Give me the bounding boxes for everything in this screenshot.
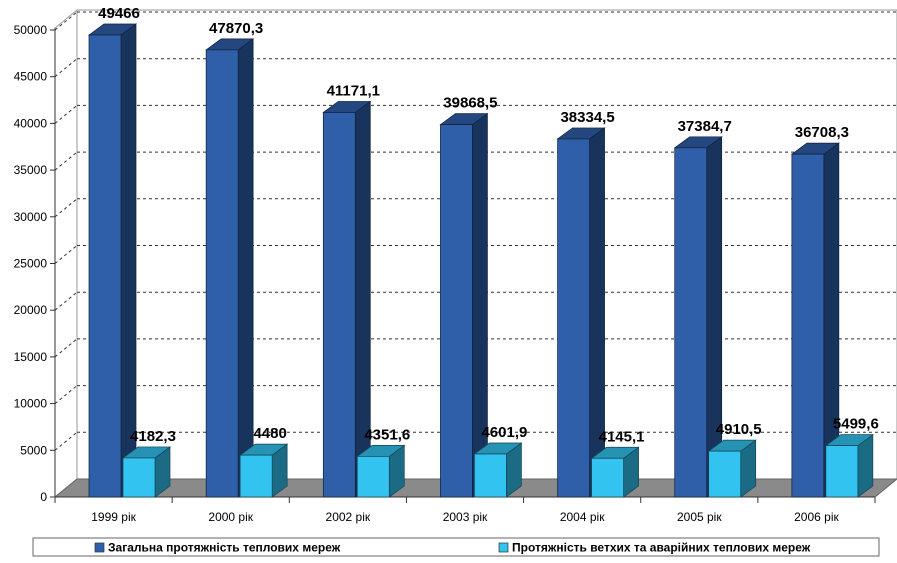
bar-2 — [239, 443, 289, 498]
legend-label: Загальна протяжність теплових мереж — [108, 541, 341, 555]
x-tick-label: 1999 рік — [91, 510, 136, 524]
bar-2 — [473, 442, 523, 498]
y-tick-label: 20000 — [14, 303, 48, 317]
data-label: 4182,3 — [130, 428, 176, 445]
grid-line-side — [54, 198, 78, 218]
legend-item: Загальна протяжність теплових мереж — [94, 541, 341, 555]
data-label: 49466 — [98, 5, 140, 22]
y-tick-label: 0 — [40, 490, 47, 504]
y-tick-label: 35000 — [14, 163, 48, 177]
grid-line-side — [54, 431, 78, 451]
grid-line-side — [54, 338, 78, 358]
x-tick-label: 2003 рік — [443, 510, 488, 524]
grid-line-side — [54, 105, 78, 124]
grid-line-side — [54, 291, 78, 311]
legend-box — [32, 537, 880, 557]
grid-line-side — [54, 58, 78, 78]
data-label: 4910,5 — [716, 421, 762, 438]
bar-1 — [556, 127, 606, 498]
bar-2 — [707, 439, 757, 498]
x-tick-label: 2006 рік — [794, 510, 839, 524]
bar-1 — [673, 136, 723, 498]
bar-2 — [824, 433, 874, 498]
data-label: 4145,1 — [599, 428, 645, 445]
y-tick-label: 45000 — [14, 70, 48, 84]
y-tick-label: 10000 — [14, 397, 48, 411]
x-axis: 1999 рік 2000 рік 2002 рік 2003 рік 2004 рік… — [54, 497, 876, 524]
bar-1 — [790, 142, 840, 498]
legend-label: Протяжність ветхих та аварійних теплових… — [512, 541, 811, 555]
data-label: 47870,3 — [209, 20, 263, 37]
data-label: 38334,5 — [560, 109, 614, 126]
legend-item: Протяжність ветхих та аварійних теплових… — [498, 541, 811, 555]
y-tick-label: 25000 — [14, 257, 48, 271]
bar-2 — [121, 446, 172, 498]
grid-line-side — [54, 245, 78, 264]
data-label: 4351,6 — [364, 426, 410, 443]
data-label: 39868,5 — [443, 95, 497, 112]
bar-1 — [87, 23, 138, 498]
y-tick-label: 40000 — [14, 116, 48, 130]
bar-2 — [590, 446, 640, 498]
bar-1 — [322, 100, 372, 498]
grid-line-side — [54, 385, 78, 404]
y-tick-label: 15000 — [14, 350, 48, 364]
x-tick-label: 2004 рік — [560, 510, 605, 524]
legend-swatch — [94, 542, 105, 553]
bars — [87, 23, 874, 498]
data-label: 5499,6 — [833, 416, 879, 433]
bar-1 — [205, 38, 255, 498]
grid-line-side — [54, 151, 78, 171]
legend-swatch — [498, 542, 509, 553]
bar-2 — [356, 444, 406, 498]
data-label: 37384,7 — [678, 118, 732, 135]
x-tick-label: 2002 рік — [326, 510, 371, 524]
data-label: 4480 — [253, 425, 286, 442]
data-label: 4601,9 — [481, 424, 527, 441]
bar-1 — [439, 112, 489, 498]
y-tick-label: 30000 — [14, 210, 48, 224]
y-tick-label: 5000 — [20, 443, 47, 457]
y-axis: 0 5000 10000 15000 20000 25000 30000 35000 40000… — [14, 23, 56, 504]
data-label: 41171,1 — [327, 82, 380, 99]
x-tick-label: 2000 рік — [208, 510, 253, 524]
data-labels: 49466 47870,3 41171,1 39868,5 38334,5 37384,7… — [98, 5, 879, 445]
x-tick-label: 2005 рік — [677, 510, 722, 524]
legend: Загальна протяжність теплових мереж Протя… — [32, 537, 880, 557]
grid-line-side — [54, 11, 78, 31]
y-tick-label: 50000 — [14, 23, 48, 37]
data-label: 36708,3 — [795, 124, 849, 141]
side-wall — [54, 8, 78, 499]
